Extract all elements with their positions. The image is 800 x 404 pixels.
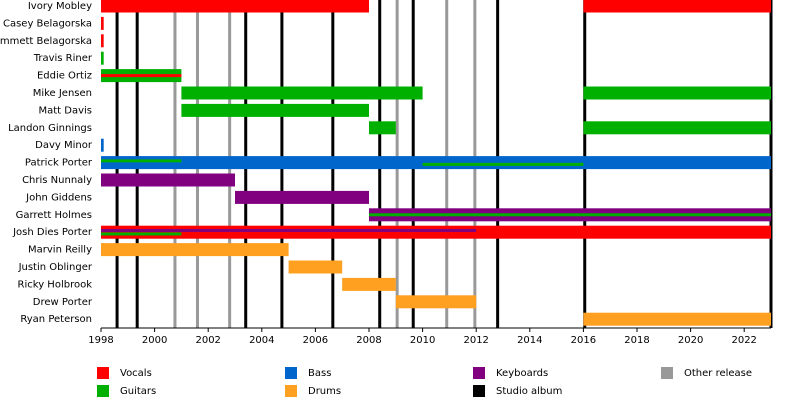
member-name: Marvin Reilly <box>28 245 92 256</box>
member-name: Ricky Holbrook <box>18 279 93 290</box>
legend-label: Drums <box>308 386 341 397</box>
x-tick-label: 2014 <box>517 335 542 346</box>
period-bar <box>235 190 369 204</box>
legend-swatch <box>661 367 673 379</box>
period-bar <box>369 121 396 135</box>
x-tick-label: 2004 <box>249 335 274 346</box>
x-tick-label: 2006 <box>303 335 328 346</box>
period-bar <box>395 295 477 309</box>
period-bar <box>101 138 104 152</box>
x-tick-label: 2012 <box>463 335 488 346</box>
x-tick-label: 1998 <box>88 335 113 346</box>
period-bar <box>101 225 771 239</box>
period-bar <box>101 0 369 13</box>
member-name: Drew Porter <box>33 297 93 308</box>
legend-swatch <box>473 385 485 397</box>
period-bar <box>101 243 289 257</box>
x-tick-label: 2002 <box>195 335 220 346</box>
member-name: Chris Nunnaly <box>22 175 92 186</box>
legend-swatch <box>473 367 485 379</box>
period-bar <box>101 173 235 187</box>
legend-label: Studio album <box>496 386 562 397</box>
x-tick-label: 2008 <box>356 335 381 346</box>
x-tick-label: 2000 <box>142 335 167 346</box>
legend-swatch <box>285 385 297 397</box>
member-name: Matt Davis <box>38 105 92 116</box>
period-bar <box>101 156 771 170</box>
legend-label: Keyboards <box>496 368 548 379</box>
legend-label: Guitars <box>120 386 156 397</box>
member-name: Mike Jensen <box>33 88 92 99</box>
member-name: Casey Belagorska <box>3 18 92 29</box>
period-bar <box>101 16 104 30</box>
period-bar <box>583 0 771 13</box>
period-bar <box>101 34 104 48</box>
x-tick-label: 2016 <box>571 335 596 346</box>
member-name: Travis Riner <box>33 53 93 64</box>
x-tick-label: 2010 <box>410 335 435 346</box>
member-name: Josh Dies Porter <box>12 227 93 238</box>
legend-swatch <box>97 385 109 397</box>
member-name: Emmett Belagorska <box>0 36 92 47</box>
role-stripe <box>101 232 182 236</box>
period-bar <box>583 86 771 100</box>
x-tick-label: 2022 <box>731 335 756 346</box>
period-bar <box>181 86 423 100</box>
legend-swatch <box>97 367 109 379</box>
role-stripe <box>101 228 477 232</box>
member-name: Patrick Porter <box>25 158 93 169</box>
member-name: Ivory Mobley <box>28 1 92 12</box>
period-bar <box>583 121 771 135</box>
legend-label: Vocals <box>120 368 152 379</box>
member-name: Eddie Ortiz <box>37 71 92 82</box>
x-tick-label: 2018 <box>624 335 649 346</box>
member-name: Justin Oblinger <box>18 262 93 273</box>
member-name: John Giddens <box>25 192 92 203</box>
member-name: Ryan Peterson <box>20 314 92 325</box>
legend-label: Other release <box>684 368 752 379</box>
role-stripe <box>101 74 182 78</box>
period-bar <box>342 277 396 291</box>
role-stripe <box>369 213 771 217</box>
role-stripe <box>422 162 584 166</box>
member-name: Davy Minor <box>35 140 93 151</box>
period-bar <box>101 51 104 65</box>
member-name: Garrett Holmes <box>16 210 92 221</box>
period-bar <box>288 260 343 274</box>
period-bar <box>181 103 369 117</box>
x-tick-label: 2020 <box>678 335 703 346</box>
legend-label: Bass <box>308 368 331 379</box>
member-name: Landon Ginnings <box>8 123 92 134</box>
legend-swatch <box>285 367 297 379</box>
period-bar <box>583 312 771 326</box>
role-stripe <box>101 159 182 163</box>
